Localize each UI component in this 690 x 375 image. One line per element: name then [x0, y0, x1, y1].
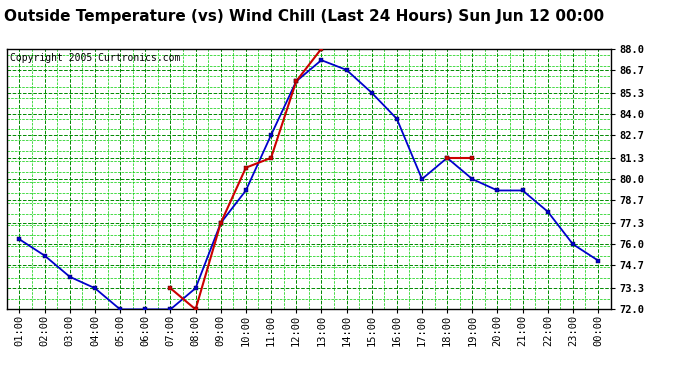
Text: Copyright 2005 Curtronics.com: Copyright 2005 Curtronics.com [10, 53, 180, 63]
Text: Outside Temperature (vs) Wind Chill (Last 24 Hours) Sun Jun 12 00:00: Outside Temperature (vs) Wind Chill (Las… [3, 9, 604, 24]
